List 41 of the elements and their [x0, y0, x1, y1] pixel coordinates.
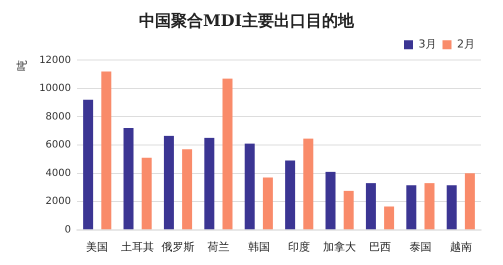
x-tick-label: 美国	[86, 240, 108, 254]
bar	[406, 185, 416, 230]
bar	[83, 100, 94, 230]
bar	[326, 172, 336, 230]
bar	[464, 173, 475, 230]
x-tick-label: 泰国	[409, 240, 432, 254]
bar	[204, 138, 214, 230]
chart-title: 中国聚合MDI主要出口目的地	[138, 10, 356, 30]
y-tick-label: 6000	[46, 140, 72, 151]
x-tick-label: 巴西	[369, 240, 392, 254]
x-tick-label: 俄罗斯	[162, 240, 195, 254]
x-tick-label: 越南	[450, 240, 472, 254]
y-tick-label: 2000	[46, 196, 72, 208]
y-tick-label: 8000	[46, 111, 72, 122]
bar	[244, 144, 255, 230]
legend-label: 2月	[457, 38, 475, 51]
x-tick-label: 加拿大	[323, 240, 356, 254]
bar	[142, 158, 152, 230]
bar	[124, 128, 134, 230]
bar	[285, 160, 296, 230]
y-tick-label: 12000	[39, 54, 72, 66]
bar	[424, 183, 434, 230]
x-tick-label: 土耳其	[121, 240, 154, 254]
x-tick-label: 荷兰	[207, 240, 230, 254]
x-tick-label: 印度	[288, 240, 310, 254]
bar	[303, 138, 314, 230]
y-tick-label: 0	[64, 224, 72, 236]
bar	[164, 136, 174, 230]
bar	[446, 185, 457, 230]
bar	[101, 72, 112, 230]
bar	[384, 206, 394, 230]
bar	[366, 183, 376, 230]
legend-label: 3月	[418, 38, 437, 51]
x-tick-label: 韩国	[248, 240, 270, 254]
y-tick-label: 10000	[39, 83, 72, 94]
y-axis-title: 吨	[15, 60, 28, 72]
y-tick-label: 4000	[46, 168, 72, 179]
bar	[182, 149, 192, 230]
bar	[222, 78, 232, 230]
bar	[344, 190, 354, 230]
bar	[262, 178, 273, 230]
